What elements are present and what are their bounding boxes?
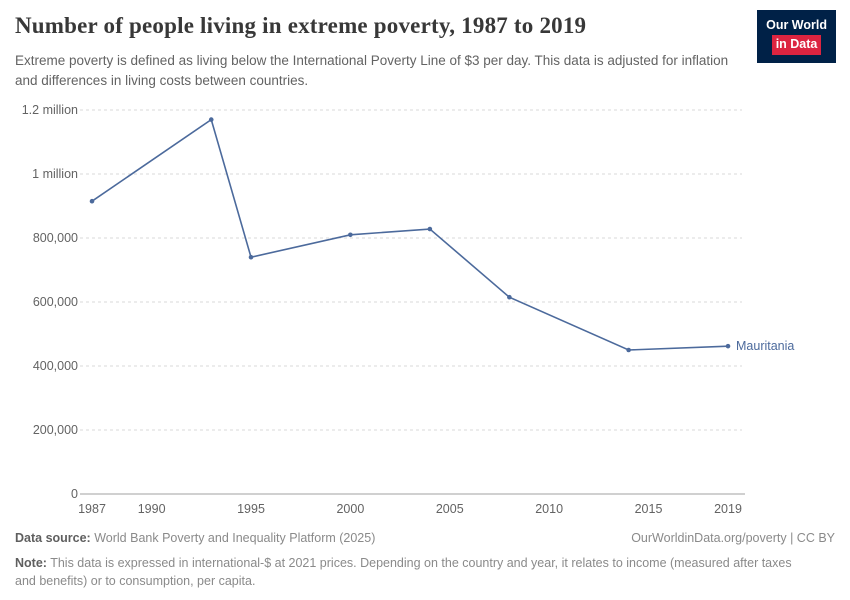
series-end-label: Mauritania [736,339,794,353]
y-tick-label: 1 million [32,167,78,181]
data-source-link[interactable]: World Bank Poverty and Inequality Platfo… [94,531,376,545]
data-point [427,226,433,232]
x-tick-label: 2010 [535,502,563,516]
logo-line2: in Data [771,35,822,55]
data-source-label: Data source: [15,531,91,545]
series-line [91,118,729,351]
chart-subtitle: Extreme poverty is defined as living bel… [15,53,729,89]
x-tick-label: 1995 [237,502,265,516]
attribution-link[interactable]: OurWorldinData.org/poverty | CC BY [631,531,835,545]
y-tick-label: 1.2 million [22,103,78,117]
x-tick-label: 2000 [336,502,364,516]
owid-logo[interactable]: Our World in Data [757,10,836,63]
data-point [348,232,353,238]
footer-note-label: Note: [15,556,47,570]
footer-note: Note: This data is expressed in internat… [15,554,810,590]
y-tick-label: 600,000 [33,295,78,309]
data-point [507,294,512,300]
y-tick-label: 400,000 [33,359,78,373]
data-point [208,117,214,122]
y-tick-label: 800,000 [33,231,78,245]
logo-line1: Our World [766,18,827,32]
x-tick-label: 2005 [436,502,464,516]
data-point [725,343,731,349]
y-tick-label: 200,000 [33,423,78,437]
x-tick-label: 1990 [138,502,166,516]
data-point [89,198,95,204]
footer-row: Data source: World Bank Poverty and Ineq… [15,531,835,545]
page-title: Number of people living in extreme pover… [15,13,587,38]
x-tick-label: 2015 [635,502,663,516]
data-point [626,347,631,353]
data-point [248,254,254,260]
y-tick-label: 0 [71,487,78,501]
footer-note-text: This data is expressed in international-… [15,556,792,589]
data-source: Data source: World Bank Poverty and Ineq… [15,531,375,545]
x-tick-label: 1987 [78,502,106,516]
x-tick-label: 2019 [714,502,742,516]
